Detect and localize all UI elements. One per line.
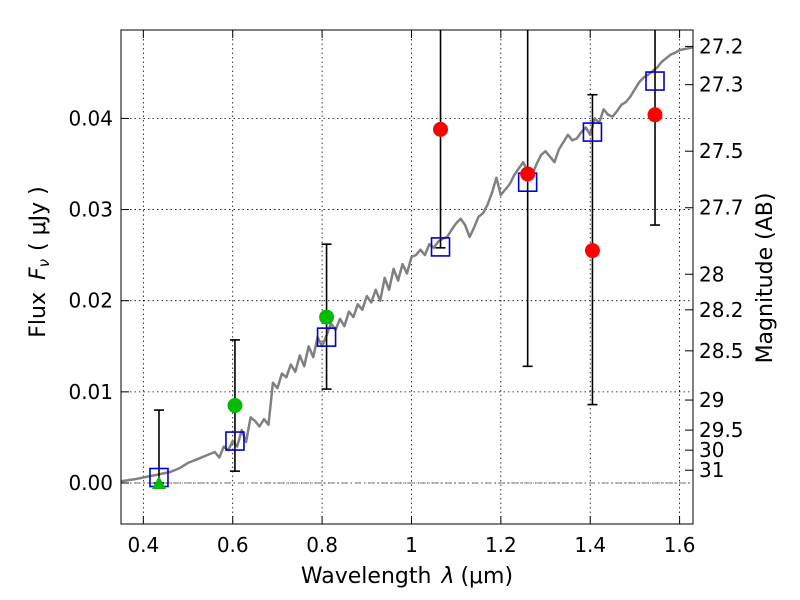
model-square-marker xyxy=(645,71,665,91)
y2-tick-label: 31 xyxy=(699,458,724,482)
y2-tick-label: 28 xyxy=(699,262,724,286)
x-axis-label-prefix: Wavelength xyxy=(301,564,432,589)
y-axis-label-text: Flux xyxy=(26,292,51,338)
green-data-point xyxy=(227,398,243,414)
y2-tick-label: 30 xyxy=(699,438,724,462)
y-tick-label: 0.00 xyxy=(68,471,113,495)
x-tick-label: 1.6 xyxy=(664,533,696,557)
y2-tick-label: 27.7 xyxy=(699,196,744,220)
y-tick-label: 0.01 xyxy=(68,380,113,404)
x-tick-label: 0.4 xyxy=(127,533,159,557)
spectrum-series xyxy=(121,46,693,483)
grid xyxy=(121,30,693,524)
y-axis-ticks: 0.00 0.01 0.02 0.03 0.04 xyxy=(68,106,129,495)
y-axis-label-symbol: F xyxy=(26,267,51,280)
spectrum-line xyxy=(121,46,693,483)
red-data-point xyxy=(433,121,449,137)
y-axis-label-units: ( μJy ) xyxy=(26,186,51,251)
y-axis-label-sub: ν xyxy=(35,259,53,267)
model-square-marker xyxy=(316,327,337,347)
x-axis-label: Wavelength λ (μm) xyxy=(301,564,513,589)
y2-axis-label: Magnitude (AB) xyxy=(753,193,778,364)
y2-tick-label: 27.2 xyxy=(699,34,744,58)
green-triangle-marker xyxy=(151,475,166,489)
y-tick-label: 0.03 xyxy=(68,198,113,222)
y2-tick-label: 29 xyxy=(699,388,724,412)
plot-frame xyxy=(120,29,694,525)
y2-tick-label: 29.5 xyxy=(699,418,744,442)
x-axis-ticks: 0.4 0.6 0.8 1 1.2 1.4 1.6 xyxy=(127,30,696,557)
red-data-point xyxy=(647,107,663,123)
y-axis-label: Flux Fν ( μJy ) xyxy=(26,186,53,337)
y-tick-label: 0.04 xyxy=(68,106,113,130)
y2-tick-label: 27.3 xyxy=(699,73,744,97)
y2-tick-label: 28.5 xyxy=(699,339,744,363)
x-tick-label: 1.4 xyxy=(574,533,606,557)
model-square-marker xyxy=(582,122,603,142)
red-data-point xyxy=(520,166,536,182)
green-data-point xyxy=(319,309,335,325)
data-markers xyxy=(149,71,665,489)
y2-tick-label: 28.2 xyxy=(699,298,744,322)
x-tick-label: 1 xyxy=(405,533,418,557)
y2-tick-label: 27.5 xyxy=(699,139,744,163)
y-tick-label: 0.02 xyxy=(68,289,113,313)
x-tick-label: 0.8 xyxy=(306,533,338,557)
x-axis-label-symbol: λ xyxy=(440,564,454,589)
red-data-point xyxy=(584,243,600,259)
x-axis-label-units: (μm) xyxy=(460,564,513,589)
x-tick-label: 1.2 xyxy=(485,533,517,557)
model-square-marker xyxy=(430,237,451,257)
x-tick-label: 0.6 xyxy=(217,533,249,557)
model-square-marker xyxy=(225,431,245,451)
